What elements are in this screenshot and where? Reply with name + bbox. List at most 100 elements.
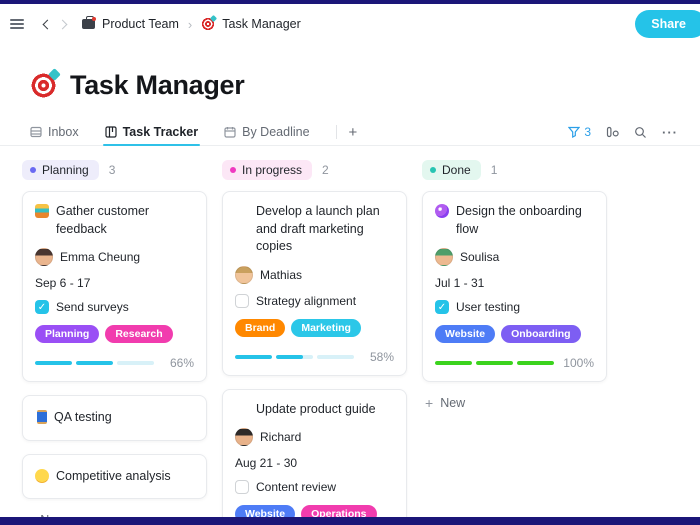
search-icon: [635, 126, 646, 138]
progress-row: 66%: [35, 356, 194, 370]
table-icon: [30, 126, 42, 138]
progress-bar: [235, 354, 354, 359]
column-count: 2: [322, 163, 329, 177]
column-status-pill[interactable]: In progress: [222, 160, 313, 180]
column-header: Done 1: [422, 160, 607, 180]
progress-percent: 100%: [563, 356, 594, 370]
column-in-progress: In progress 2 Develop a launch plan and …: [222, 160, 407, 525]
funnel-icon: [568, 126, 581, 138]
kanban-icon: [104, 126, 117, 138]
card-list: Gather customer feedback Emma Cheung Sep…: [22, 191, 207, 499]
card-title: Competitive analysis: [56, 468, 171, 483]
tag: Research: [105, 325, 173, 343]
tag-list: Brand Marketing: [235, 318, 394, 337]
group-button[interactable]: [606, 126, 619, 138]
avatar: [235, 265, 253, 284]
forward-icon[interactable]: [57, 19, 68, 29]
tab-by-deadline[interactable]: By Deadline: [224, 119, 310, 145]
tag: Marketing: [291, 318, 361, 337]
window-frame-bottom: [0, 517, 700, 525]
card-title-row: QA testing: [35, 409, 194, 427]
tag: Planning: [35, 325, 100, 343]
tag: Brand: [235, 318, 286, 337]
assignee-row: Richard: [235, 428, 394, 446]
assignee-name: Soulisa: [460, 250, 500, 264]
tab-task-tracker[interactable]: Task Tracker: [102, 119, 200, 146]
tag-list: Website Onboarding: [435, 325, 594, 343]
subtask-row: ✓ User testing: [435, 300, 594, 314]
column-header: In progress 2: [222, 160, 407, 180]
new-card-button[interactable]: + New: [422, 395, 607, 411]
share-button[interactable]: Share: [635, 10, 700, 38]
column-name: Done: [442, 163, 471, 177]
dart-target-icon: [201, 17, 216, 31]
breadcrumb: Product Team › Task Manager: [82, 16, 301, 32]
column-name: Planning: [42, 163, 89, 177]
search-button[interactable]: [634, 126, 647, 139]
card-list: Design the onboarding flow Soulisa Jul 1…: [422, 191, 607, 382]
breadcrumb-workspace[interactable]: Product Team: [102, 17, 179, 31]
plus-icon: +: [425, 395, 434, 411]
column-count: 3: [108, 163, 116, 177]
status-dot: [430, 167, 436, 173]
avatar: [235, 428, 253, 446]
checkbox-checked[interactable]: ✓: [435, 300, 449, 314]
avatar: [35, 248, 53, 266]
task-card[interactable]: Gather customer feedback Emma Cheung Sep…: [22, 191, 207, 382]
kanban-board: Planning 3 Gather customer feedback Emma…: [0, 146, 700, 525]
workspace-briefcase-icon: [82, 16, 96, 29]
view-toolbar: 3 ···: [568, 125, 678, 140]
assignee-name: Emma Cheung: [60, 250, 141, 264]
breadcrumb-page[interactable]: Task Manager: [222, 17, 301, 31]
bus-icon: [35, 204, 49, 218]
card-title: Gather customer feedback: [56, 204, 150, 236]
checkbox-unchecked[interactable]: [235, 293, 249, 308]
card-title: Develop a launch plan and draft marketin…: [256, 204, 380, 253]
tab-label: Task Tracker: [122, 125, 199, 139]
card-title-row: Gather customer feedback: [35, 203, 194, 238]
progress-bar: [435, 361, 554, 365]
tab-label: Inbox: [48, 125, 79, 139]
filter-button[interactable]: 3: [568, 125, 591, 139]
person-icon: [235, 402, 249, 416]
tab-inbox[interactable]: Inbox: [30, 119, 79, 145]
column-status-pill[interactable]: Done: [422, 160, 481, 180]
add-view-button[interactable]: +: [348, 123, 358, 141]
avatar: [435, 248, 453, 266]
tab-label: By Deadline: [242, 125, 310, 139]
page-header: Task Manager: [30, 70, 700, 101]
task-card[interactable]: Update product guide Richard Aug 21 - 30…: [222, 388, 407, 525]
hamburger-menu-icon[interactable]: [10, 19, 24, 29]
assignee-row: Mathias: [235, 265, 394, 284]
assignee-name: Richard: [260, 430, 302, 444]
task-card[interactable]: QA testing: [22, 395, 207, 441]
column-status-pill[interactable]: Planning: [22, 160, 99, 180]
breadcrumb-separator: ›: [187, 16, 193, 32]
column-header: Planning 3: [22, 160, 207, 180]
top-bar: Product Team › Task Manager Share: [0, 4, 700, 44]
card-title-row: Develop a launch plan and draft marketin…: [235, 203, 394, 256]
task-card[interactable]: Competitive analysis: [22, 453, 207, 499]
task-card[interactable]: Develop a launch plan and draft marketin…: [222, 191, 407, 376]
filter-count: 3: [584, 125, 591, 139]
progress-row: 58%: [235, 350, 394, 364]
back-icon[interactable]: [42, 19, 53, 29]
window-frame-top: [0, 0, 700, 4]
subtask-label: Strategy alignment: [256, 293, 357, 308]
card-title-row: Update product guide: [235, 401, 394, 419]
subtask-label: User testing: [456, 300, 521, 314]
more-button[interactable]: ···: [662, 124, 678, 140]
progress-percent: 66%: [169, 356, 194, 370]
column-planning: Planning 3 Gather customer feedback Emma…: [22, 160, 207, 525]
page-title: Task Manager: [70, 70, 245, 100]
progress-row: 100%: [435, 356, 594, 370]
date-range: Jul 1 - 31: [435, 276, 485, 290]
date-range: Sep 6 - 17: [35, 276, 91, 290]
checkbox-unchecked[interactable]: [235, 480, 249, 494]
card-title-row: Design the onboarding flow: [435, 203, 594, 238]
card-title-row: Competitive analysis: [35, 468, 194, 486]
checkbox-checked[interactable]: ✓: [35, 300, 49, 314]
subtask-label: Send surveys: [56, 300, 129, 314]
task-card[interactable]: Design the onboarding flow Soulisa Jul 1…: [422, 191, 607, 382]
